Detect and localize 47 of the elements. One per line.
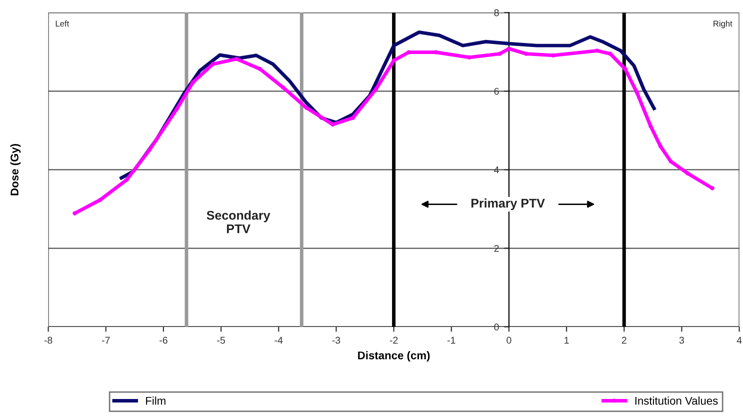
point: [190, 80, 195, 85]
y-axis-title: Dose (Gy): [10, 144, 21, 196]
annotation: Left: [56, 20, 70, 27]
x-tick-label: 0: [506, 336, 512, 344]
x-tick-label: -5: [217, 336, 225, 344]
x-tick-label: -8: [44, 336, 52, 344]
point: [374, 87, 378, 92]
x-tick-label: -1: [447, 336, 456, 344]
point: [350, 116, 355, 120]
point: [648, 124, 653, 128]
point: [304, 106, 308, 110]
x-tick-label: -7: [102, 336, 110, 344]
x-tick-label: 3: [679, 336, 684, 344]
x-tick-label: -2: [390, 336, 398, 344]
x-tick-label: -6: [160, 336, 168, 344]
point: [608, 52, 612, 56]
x-axis-title: Distance (cm): [358, 351, 430, 362]
point: [524, 52, 528, 56]
x-tick-label: 4: [736, 336, 742, 344]
point: [148, 148, 152, 152]
point: [668, 159, 673, 164]
point: [124, 178, 129, 182]
point: [330, 122, 335, 127]
point: [710, 186, 714, 190]
point: [98, 198, 102, 202]
point: [623, 67, 628, 72]
point: [498, 52, 502, 56]
point: [685, 171, 690, 176]
x-tick-label: 2: [622, 336, 626, 344]
point: [392, 58, 396, 63]
x-tick-label: -4: [274, 336, 283, 344]
point: [174, 107, 179, 112]
legend-label: Film: [146, 396, 166, 405]
legend-label: Institution Values: [635, 396, 718, 405]
point: [258, 67, 262, 72]
point: [658, 144, 662, 148]
annotation: Secondary PTV: [206, 210, 270, 234]
x-tick-label: 1: [564, 336, 569, 344]
point: [234, 56, 239, 62]
x-tick-label: -3: [332, 336, 340, 344]
point: [634, 90, 639, 94]
annotation: Primary PTV: [471, 198, 545, 210]
point: [210, 62, 216, 66]
annotation: Right: [714, 20, 732, 28]
point: [72, 211, 77, 216]
point: [281, 86, 286, 90]
point: [467, 55, 472, 60]
